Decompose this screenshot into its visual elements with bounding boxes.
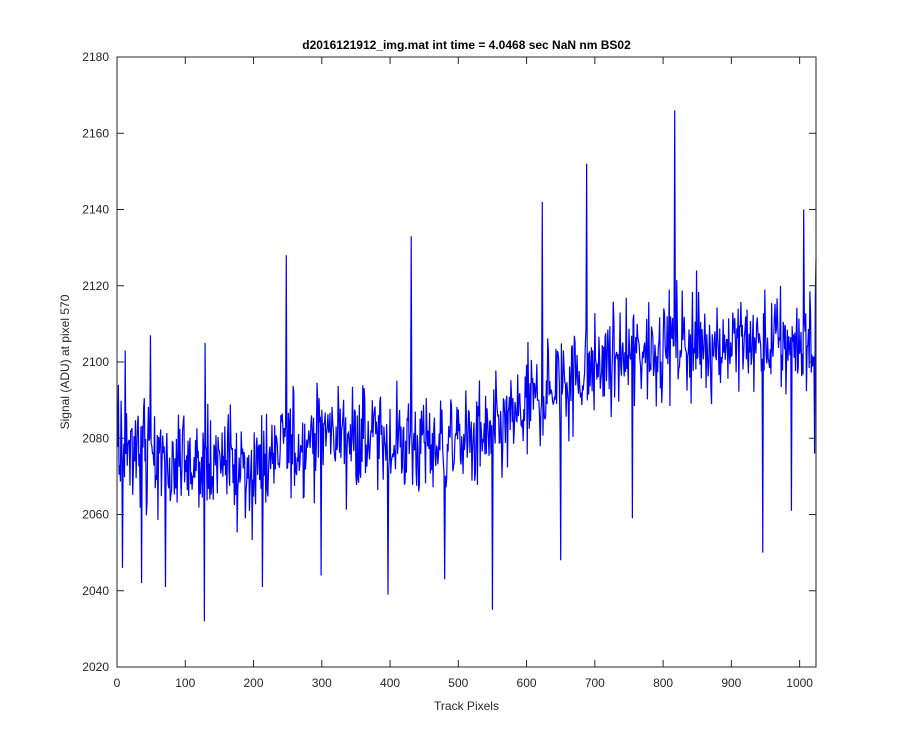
y-tick-label: 2160 — [82, 126, 109, 140]
y-tick-label: 2080 — [82, 431, 109, 445]
x-axis-label: Track Pixels — [434, 699, 499, 713]
x-axis-ticks: 0 100 200 300 400 500 600 700 800 900 1000 — [114, 57, 813, 690]
x-tick-label: 700 — [585, 676, 605, 690]
x-tick-label: 100 — [175, 676, 195, 690]
axes-box — [116, 56, 817, 668]
y-tick-label: 2040 — [82, 584, 109, 598]
y-tick-label: 2120 — [82, 279, 109, 293]
y-tick-label: 2060 — [82, 508, 109, 522]
y-tick-label: 2140 — [82, 203, 109, 217]
x-tick-label: 0 — [114, 676, 121, 690]
plot-area — [117, 110, 817, 622]
y-axis-ticks: 2020 2040 2060 2080 2100 2120 2140 2160 2180 — [82, 50, 816, 674]
x-tick-label: 800 — [653, 676, 673, 690]
y-tick-label: 2100 — [82, 355, 109, 369]
x-tick-label: 300 — [312, 676, 332, 690]
x-tick-label: 900 — [721, 676, 741, 690]
x-tick-label: 1000 — [786, 676, 813, 690]
series-line-signal — [117, 110, 817, 622]
y-tick-label: 2020 — [82, 660, 109, 674]
chart-title: d2016121912_img.mat int time = 4.0468 se… — [302, 38, 631, 52]
x-tick-label: 400 — [380, 676, 400, 690]
y-tick-label: 2180 — [82, 50, 109, 64]
x-tick-label: 600 — [517, 676, 537, 690]
y-axis-label: Signal (ADU) at pixel 570 — [58, 294, 72, 429]
x-tick-label: 500 — [448, 676, 468, 690]
x-tick-label: 200 — [244, 676, 264, 690]
